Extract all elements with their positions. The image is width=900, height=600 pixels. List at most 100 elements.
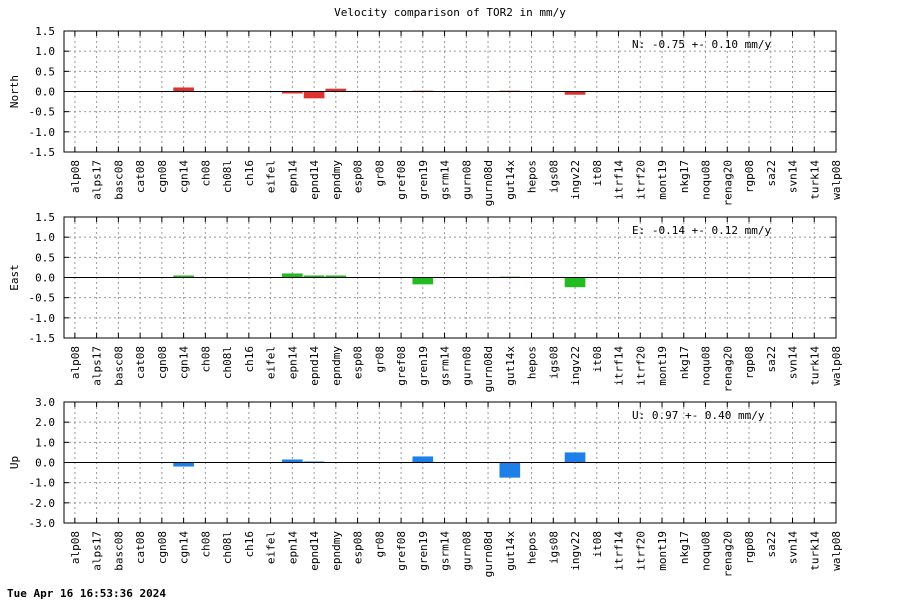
north-xtick-label: itrf14 <box>613 160 626 200</box>
up-xtick-label: svn14 <box>787 531 800 564</box>
up-ytick-label: 3.0 <box>35 396 55 409</box>
up-bar-gren19 <box>412 456 434 463</box>
north-xtick-label: ch08 <box>199 160 212 187</box>
up-bar-gut14x <box>499 462 521 478</box>
up-xtick-label: hepos <box>526 531 539 564</box>
east-xtick-label: gurn08 <box>460 346 473 386</box>
north-xtick-label: esp08 <box>352 160 365 193</box>
east-ytick-label: 1.5 <box>35 211 55 224</box>
east-ytick-label: -1.5 <box>29 332 56 345</box>
up-xtick-label: ch16 <box>243 531 256 558</box>
east-ytick-label: -0.5 <box>29 292 56 305</box>
north-ylabel: North <box>8 75 21 108</box>
north-ytick-label: 1.5 <box>35 25 55 38</box>
up-ytick-label: 2.0 <box>35 416 55 429</box>
north-plot-frame <box>63 30 837 153</box>
east-bar-ingv22 <box>564 277 586 288</box>
up-xtick-label: gref08 <box>395 531 408 571</box>
north-xtick-label: svn14 <box>787 160 800 193</box>
east-ytick-label: 0.5 <box>35 251 55 264</box>
east-xtick-label: noqu08 <box>700 346 713 386</box>
up-xtick-label: itrf14 <box>613 531 626 571</box>
up-xtick-label: renag20 <box>721 531 734 577</box>
north-xtick-label: ch08l <box>221 160 234 193</box>
north-xtick-label: turk14 <box>808 160 821 200</box>
up-xtick-label: epn14 <box>286 531 299 564</box>
east-xtick-label: eifel <box>265 346 278 379</box>
up-xtick-label: nkg17 <box>678 531 691 564</box>
east-xtick-label: mont19 <box>656 346 669 386</box>
up-xtick-label: it08 <box>591 531 604 558</box>
north-xtick-label: it08 <box>591 160 604 187</box>
east-xtick-label: hepos <box>526 346 539 379</box>
east-xtick-label: ingv22 <box>569 346 582 386</box>
up-xtick-label: alps17 <box>91 531 104 571</box>
east-xtick-label: itrf14 <box>613 346 626 386</box>
east-xtick-label: nkg17 <box>678 346 691 379</box>
north-xtick-label: gurn08 <box>460 160 473 200</box>
up-xtick-label: alp08 <box>69 531 82 564</box>
east-xtick-label: svn14 <box>787 346 800 379</box>
north-xtick-label: gurn08d <box>482 160 495 206</box>
north-xtick-label: ingv22 <box>569 160 582 200</box>
north-xtick-label: gren19 <box>417 160 430 200</box>
up-bar-cgn14 <box>173 462 194 467</box>
up-xtick-label: sa22 <box>765 531 778 558</box>
up-xtick-label: basc08 <box>112 531 125 571</box>
east-ytick-label: -1.0 <box>29 312 56 325</box>
east-xtick-label: epndmy <box>330 346 343 386</box>
north-ytick-label: -1.0 <box>29 126 56 139</box>
north-ytick-label: -1.5 <box>29 146 56 159</box>
east-xtick-label: it08 <box>591 346 604 373</box>
up-xtick-label: epndmy <box>330 531 343 571</box>
east-xtick-label: alps17 <box>91 346 104 386</box>
east-xtick-label: turk14 <box>808 346 821 386</box>
north-xtick-label: walp08 <box>830 160 843 200</box>
east-plot-frame <box>63 216 837 339</box>
east-panel: 1.5 1.0 0.5 0.0 -0.5 -1.0 -1.5 alp08 alps17 basc0… <box>8 211 843 392</box>
up-panel: 3.0 2.0 1.0 0.0 -1.0 -2.0 -3.0 alp08 alps17 basc0… <box>8 396 843 577</box>
east-xtick-label: cgn08 <box>156 346 169 379</box>
north-ytick-label: 1.0 <box>35 45 55 58</box>
up-ylabel: Up <box>8 456 21 469</box>
up-xtick-label: igs08 <box>547 531 560 564</box>
up-xtick-label: ch08l <box>221 531 234 564</box>
east-xtick-label: sa22 <box>765 346 778 373</box>
up-ytick-label: -2.0 <box>29 497 56 510</box>
east-bar-cgn14 <box>173 275 194 278</box>
north-xtick-label: renag20 <box>721 160 734 206</box>
east-xtick-label: itrf20 <box>634 346 647 386</box>
north-xtick-label: eifel <box>265 160 278 193</box>
up-xtick-label: walp08 <box>830 531 843 571</box>
up-xtick-label: gurn08d <box>482 531 495 577</box>
up-xtick-label: epnd14 <box>308 531 321 571</box>
east-xtick-label: gut14x <box>504 346 517 386</box>
east-xtick-label: igs08 <box>547 346 560 379</box>
north-bar-epnd14 <box>303 91 325 99</box>
up-xtick-label: gsrm14 <box>439 531 452 571</box>
up-xtick-label: gurn08 <box>460 531 473 571</box>
north-xtick-label: rgp08 <box>743 160 756 193</box>
north-xtick-label: cat08 <box>134 160 147 193</box>
north-xtick-label: alps17 <box>91 160 104 200</box>
north-annotation: N: -0.75 +- 0.10 mm/y <box>632 38 771 51</box>
north-ytick-label: -0.5 <box>29 106 56 119</box>
north-xtick-label: noqu08 <box>700 160 713 200</box>
east-xtick-label: ch08 <box>199 346 212 373</box>
up-xtick-label: esp08 <box>352 531 365 564</box>
north-xtick-label: gsrm14 <box>439 160 452 200</box>
up-xtick-label: gut14x <box>504 531 517 571</box>
east-xtick-label: basc08 <box>112 346 125 386</box>
up-xtick-label: ch08 <box>199 531 212 558</box>
up-ytick-label: 1.0 <box>35 436 55 449</box>
east-xtick-label: ch16 <box>243 346 256 373</box>
north-xtick-label: epndmy <box>330 160 343 200</box>
up-xtick-label: rgp08 <box>743 531 756 564</box>
north-xtick-label: gut14x <box>504 160 517 200</box>
up-bar-ingv22 <box>564 452 586 463</box>
north-xtick-label: gr08 <box>373 160 386 187</box>
north-xtick-label: sa22 <box>765 160 778 187</box>
up-xtick-label: gren19 <box>417 531 430 571</box>
up-xtick-label: cgn14 <box>178 531 191 564</box>
north-bar-epn14 <box>282 91 303 94</box>
